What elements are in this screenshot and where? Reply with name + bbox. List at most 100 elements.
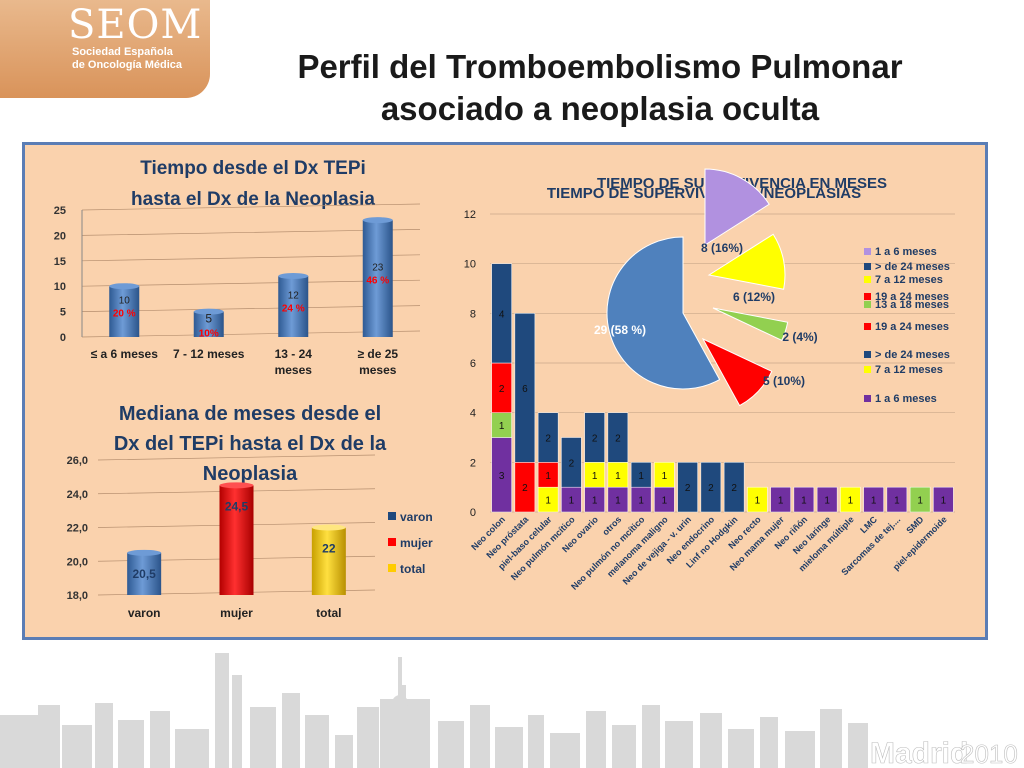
bar	[311, 527, 346, 595]
bar-segment-label: 1	[638, 471, 644, 482]
bar-value-label: 10	[119, 296, 131, 307]
bar-segment-label: 1	[941, 496, 947, 507]
bar-segment	[584, 412, 605, 463]
bar-segment	[537, 412, 559, 463]
chart-title-line-1: Mediana de meses desde el	[119, 403, 381, 425]
x-tick-label: ≤ a 6 meses	[91, 347, 159, 361]
pie-slice-label: 5 (10%)	[763, 374, 805, 388]
bar	[127, 552, 162, 595]
legend-label: 1 a 6 meses	[875, 246, 937, 258]
bar-segment-label: 1	[871, 496, 877, 507]
pie-slice	[606, 236, 721, 390]
bar	[278, 276, 309, 337]
pie-slice	[701, 337, 773, 407]
y-tick-label: 10	[464, 259, 476, 271]
bar-segment-label: 1	[801, 496, 807, 507]
bar-cap	[193, 308, 224, 315]
bar	[109, 286, 140, 337]
legend-swatch	[864, 395, 871, 402]
pie-slice	[707, 233, 786, 290]
legend-label: 19 a 24 meses	[875, 321, 949, 333]
bar-segment-label: 1	[545, 471, 551, 482]
bar-segment-label: 1	[662, 496, 668, 507]
bar-segment-label: 2	[731, 483, 737, 494]
skyline-building	[0, 715, 40, 768]
bar-cap	[127, 549, 162, 556]
bar-segment	[840, 486, 861, 513]
bar-value-label: 23	[372, 263, 384, 274]
bar-segment	[514, 313, 536, 463]
bar-segment-label: 4	[499, 309, 505, 320]
legend-swatch	[388, 564, 396, 572]
legend-swatch	[864, 263, 871, 270]
bar-value-label: 24,5	[225, 499, 249, 513]
skyline-building	[470, 705, 490, 768]
chart-title-line-3: Neoplasia	[203, 463, 298, 485]
bar-segment-label: 2	[592, 434, 598, 445]
pie-slice	[712, 307, 789, 342]
city-skyline: Madrid 2010	[0, 653, 1018, 768]
skyline-building	[612, 725, 636, 768]
skyline-building	[95, 703, 113, 768]
skyline-building	[118, 720, 144, 768]
skyline-building	[586, 711, 606, 768]
bar-segment	[886, 486, 908, 513]
skyline-tower-mast	[398, 657, 402, 697]
skyline-building	[728, 729, 754, 768]
legend-label: > de 24 meses	[875, 349, 950, 361]
bar-segment-label: 1	[824, 496, 830, 507]
bar-segment	[770, 486, 791, 513]
bar-segment-label: 1	[615, 496, 621, 507]
bar-segment	[816, 486, 838, 513]
bar-segment-label: 6	[522, 384, 528, 395]
skyline-building	[357, 707, 379, 768]
skyline-building	[495, 727, 523, 768]
y-tick-label: 0	[60, 332, 66, 344]
skyline-building	[38, 705, 60, 768]
bar	[219, 485, 254, 595]
slide-title-line-2: asociado a neoplasia oculta	[380, 90, 820, 127]
bar-segment-label: 1	[592, 471, 598, 482]
bar-segment-label: 1	[894, 496, 900, 507]
skyline-building	[62, 725, 92, 768]
bar-percent-label: 20 %	[113, 309, 136, 320]
bar-segment-label: 3	[499, 471, 505, 482]
y-tick-label: 6	[470, 358, 476, 370]
x-tick-label: total	[316, 606, 341, 620]
bar-percent-label: 46 %	[366, 276, 389, 287]
bar-segment-label: 1	[755, 496, 761, 507]
legend-label: 7 a 12 meses	[875, 274, 943, 286]
bar-segment	[909, 486, 931, 513]
x-tick-label: 13 - 24	[275, 347, 313, 361]
bar-segment-label: 1	[848, 496, 854, 507]
bar-segment-label: 2	[499, 384, 505, 395]
y-tick-label: 15	[54, 256, 66, 268]
y-tick-label: 4	[470, 408, 476, 420]
bar-percent-label: 24 %	[282, 304, 305, 315]
logo-name: SEOM	[68, 2, 203, 48]
bar-segment-label: 1	[545, 496, 551, 507]
bar-segment-label: 2	[545, 434, 551, 445]
legend-label: mujer	[400, 536, 433, 550]
bar-segment	[630, 462, 652, 488]
bar-segment-label: 2	[708, 483, 714, 494]
y-tick-label: 26,0	[67, 455, 88, 467]
x-tick-label: mujer	[220, 606, 253, 620]
bar-segment	[491, 263, 512, 364]
bar-cap	[362, 217, 393, 224]
legend-label: total	[400, 562, 425, 576]
chart-title-line-1: Tiempo desde el Dx TEPi	[140, 158, 366, 179]
slide-title: Perfil del Tromboembolismo Pulmonar asoc…	[220, 46, 980, 130]
logo-banner: SEOM Sociedad Española de Oncología Médi…	[0, 0, 210, 98]
skyline-building	[642, 705, 660, 768]
bar-segment-label: 2	[569, 458, 575, 469]
skyline-tower-top	[392, 695, 408, 711]
bar-segment	[677, 462, 698, 513]
footer-city: Madrid	[870, 737, 968, 768]
legend-label: > de 24 meses	[875, 261, 950, 273]
legend-swatch	[864, 248, 871, 255]
chart-title-line-2: hasta el Dx de la Neoplasia	[131, 189, 375, 210]
legend-label: varon	[400, 510, 433, 524]
skyline-building	[232, 675, 242, 768]
bar-segment	[700, 462, 722, 513]
